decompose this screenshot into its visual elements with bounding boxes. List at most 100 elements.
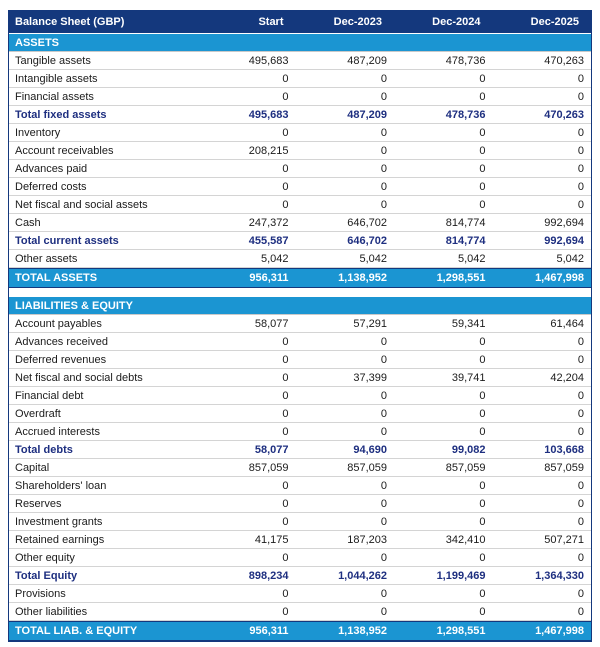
table-row: Intangible assets 0 0 0 0	[9, 70, 591, 88]
table-row-value: 0	[577, 198, 584, 211]
table-row-value: 0	[380, 126, 387, 139]
table-row-value: 0	[479, 353, 486, 366]
column-header: Start	[258, 16, 284, 28]
total-row-label: TOTAL ASSETS	[15, 272, 98, 284]
subtotal-row-value: 992,694	[544, 234, 584, 247]
table-row-label: Retained earnings	[15, 533, 105, 546]
subtotal-row-value: 487,209	[347, 108, 387, 121]
table-row-value: 0	[380, 353, 387, 366]
table-row-value: 0	[282, 72, 289, 85]
subtotal-row-value: 814,774	[445, 234, 486, 247]
table-row-label: Other equity	[15, 551, 75, 564]
table-row-label: Account receivables	[15, 144, 114, 157]
table-row-value: 58,077	[254, 317, 289, 330]
table-row-value: 0	[380, 72, 387, 85]
table-row: Financial assets 0 0 0 0	[9, 88, 591, 106]
table-row-value: 0	[577, 126, 584, 139]
subtotal-row-value: 495,683	[248, 108, 289, 121]
table-row-value: 0	[380, 198, 387, 211]
table-row-value: 0	[282, 605, 289, 618]
table-row: Cash 247,372 646,702 814,774 992,694	[9, 214, 591, 232]
total-row-value: 1,298,551	[436, 272, 486, 284]
table-row-value: 0	[479, 335, 486, 348]
table-row-value: 0	[380, 162, 387, 175]
subtotal-row-label: Total debts	[15, 443, 73, 456]
table-row-value: 0	[282, 497, 289, 510]
subtotal-row-value: 646,702	[347, 234, 387, 247]
table-row-value: 0	[282, 425, 289, 438]
table-row-value: 0	[577, 180, 584, 193]
table-row-value: 646,702	[347, 216, 387, 229]
table-row-value: 0	[380, 407, 387, 420]
table-row-label: Tangible assets	[15, 54, 91, 67]
table-row-value: 0	[380, 425, 387, 438]
table-row-value: 857,059	[347, 461, 387, 474]
table-row-value: 5,042	[457, 252, 486, 265]
subtotal-row-label: Total current assets	[15, 234, 119, 247]
table-row: Advances paid 0 0 0 0	[9, 160, 591, 178]
table-row-value: 0	[479, 144, 486, 157]
section-header-row: ASSETS	[9, 34, 591, 52]
table-row-value: 0	[282, 515, 289, 528]
table-row-label: Reserves	[15, 497, 62, 510]
column-header: Dec-2024	[432, 16, 481, 28]
table-row-value: 0	[577, 144, 584, 157]
table-row-label: Deferred revenues	[15, 353, 107, 366]
table-row-value: 0	[282, 371, 289, 384]
table-row-value: 992,694	[544, 216, 584, 229]
table-row-value: 0	[380, 90, 387, 103]
subtotal-row-label: Total fixed assets	[15, 108, 107, 121]
total-row-label: TOTAL LIAB. & EQUITY	[15, 625, 138, 637]
table-row-value: 0	[479, 425, 486, 438]
table-row-value: 0	[479, 162, 486, 175]
table-row-value: 5,042	[359, 252, 387, 265]
table-row-value: 0	[282, 90, 289, 103]
table-row: Account receivables 208,215 0 0 0	[9, 142, 591, 160]
table-row-value: 0	[577, 353, 584, 366]
table-row: Reserves 0 0 0 0	[9, 495, 591, 513]
table-row-label: Accrued interests	[15, 425, 100, 438]
table-row-value: 0	[282, 389, 289, 402]
table-row-value: 0	[479, 515, 486, 528]
table-row-label: Advances received	[15, 335, 108, 348]
table-row-value: 0	[479, 497, 486, 510]
table-row-value: 0	[577, 479, 584, 492]
table-row: Financial debt 0 0 0 0	[9, 387, 591, 405]
table-row-value: 0	[282, 479, 289, 492]
table-row-value: 0	[577, 389, 584, 402]
table-row-label: Investment grants	[15, 515, 103, 528]
table-row: Retained earnings 41,175 187,203 342,410 507…	[9, 531, 591, 549]
total-row: TOTAL ASSETS 956,311 1,138,952 1,298,551 1,4…	[9, 268, 591, 288]
table-row-value: 0	[577, 335, 584, 348]
table-row-value: 0	[282, 126, 289, 139]
table-row-value: 478,736	[445, 54, 486, 67]
table-row-value: 0	[380, 144, 387, 157]
table-row-label: Other liabilities	[15, 605, 88, 618]
table-row-value: 0	[479, 389, 486, 402]
table-row-value: 0	[577, 72, 584, 85]
table-row-value: 39,741	[451, 371, 486, 384]
table-row-value: 5,042	[260, 252, 289, 265]
table-row-value: 814,774	[445, 216, 486, 229]
table-row-value: 0	[479, 72, 486, 85]
subtotal-row: Total current assets 455,587 646,702 814,77…	[9, 232, 591, 250]
table-row-value: 0	[479, 479, 486, 492]
table-row-value: 0	[380, 335, 387, 348]
table-row-value: 0	[577, 90, 584, 103]
column-header: Dec-2025	[530, 16, 579, 28]
table-row: Overdraft 0 0 0 0	[9, 405, 591, 423]
total-row: TOTAL LIAB. & EQUITY 956,311 1,138,952 1,29…	[9, 621, 591, 641]
subtotal-row-value: 470,263	[544, 108, 584, 121]
subtotal-row-value: 99,082	[451, 443, 486, 456]
table-row-value: 0	[380, 389, 387, 402]
table-row-value: 507,271	[544, 533, 584, 546]
total-row-value: 1,467,998	[535, 625, 584, 637]
table-row-value: 0	[282, 180, 289, 193]
table-row: Provisions 0 0 0 0	[9, 585, 591, 603]
table-row-label: Other assets	[15, 252, 78, 265]
table-row-label: Inventory	[15, 126, 61, 139]
table-row: Inventory 0 0 0 0	[9, 124, 591, 142]
table-row-label: Deferred costs	[15, 180, 87, 193]
table-row-value: 0	[577, 425, 584, 438]
table-row-value: 0	[282, 198, 289, 211]
